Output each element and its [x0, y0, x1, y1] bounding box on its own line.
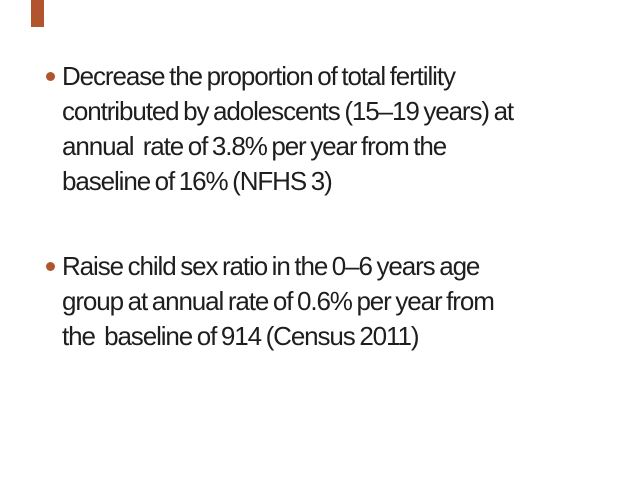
accent-bar	[31, 0, 44, 27]
bullet-line: annual rate of 3.8% per year from the	[62, 131, 447, 161]
bullet-dot-icon	[46, 262, 55, 271]
bullet-line: contributed by adolescents (15–19 years)…	[62, 96, 514, 126]
bullet-line: Raise child sex ratio in the 0–6 years a…	[62, 251, 480, 281]
bullet-list: Decrease the proportion of total fertili…	[46, 59, 606, 354]
bullet-item-sex-ratio: Raise child sex ratio in the 0–6 years a…	[46, 249, 606, 354]
bullet-dot-icon	[46, 72, 55, 81]
bullet-line: Decrease the proportion of total fertili…	[62, 61, 456, 91]
bullet-line: the baseline of 914 (Census 2011)	[62, 321, 419, 351]
bullet-item-fertility: Decrease the proportion of total fertili…	[46, 59, 606, 199]
bullet-text-fertility: Decrease the proportion of total fertili…	[62, 59, 606, 199]
bullet-text-sex-ratio: Raise child sex ratio in the 0–6 years a…	[62, 249, 606, 354]
bullet-line: group at annual rate of 0.6% per year fr…	[62, 286, 495, 316]
bullet-line: baseline of 16% (NFHS 3)	[62, 166, 333, 196]
